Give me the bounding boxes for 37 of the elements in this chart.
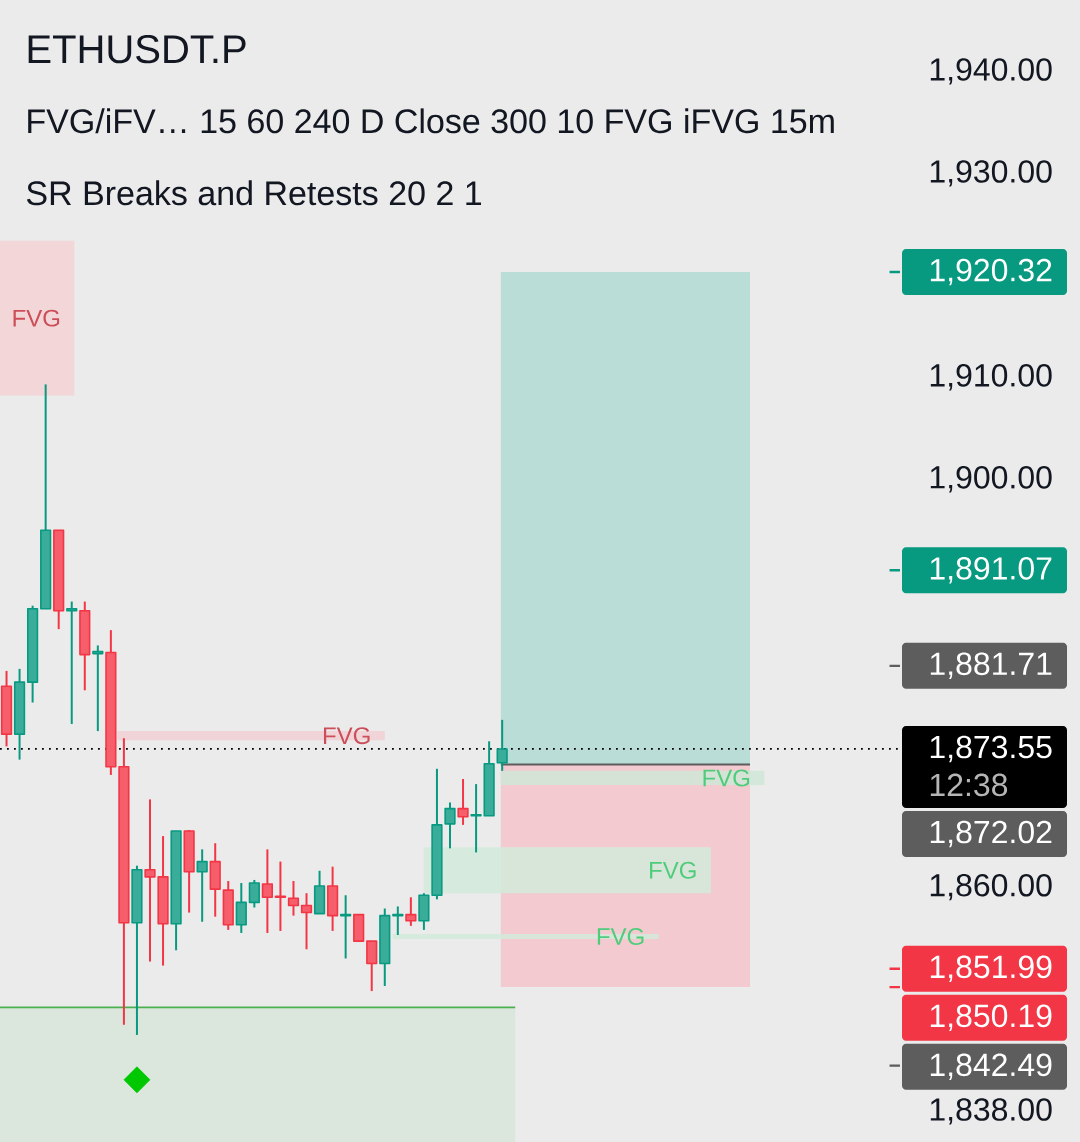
candlestick xyxy=(444,801,456,850)
candlestick xyxy=(248,878,260,909)
band-label: FVG xyxy=(650,861,696,879)
candlestick xyxy=(405,896,417,927)
candlestick xyxy=(496,718,508,772)
candlestick xyxy=(144,798,156,963)
text: 12:38 xyxy=(930,773,1008,797)
y-tick-label: 1,900.00 xyxy=(930,466,1052,493)
y-tick-label: 1,910.00 xyxy=(930,364,1052,391)
candlestick xyxy=(366,940,378,993)
ref-line-label: 1,881.71 xyxy=(930,652,1052,679)
y-tick-label: 1,940.00 xyxy=(930,58,1052,85)
ref-line-label: 1,873.55 xyxy=(930,735,1052,763)
ref-line-label: 1,851.99 xyxy=(930,955,1052,982)
band-label: FVG xyxy=(13,309,60,327)
candlestick xyxy=(287,879,300,917)
candlestick xyxy=(274,860,287,932)
candlestick xyxy=(196,848,208,923)
y-tick-label: 1,930.00 xyxy=(930,160,1052,187)
ref-line-label: 1,842.49 xyxy=(930,1053,1052,1080)
ref-line-label: 1,920.32 xyxy=(930,258,1052,286)
text: ETHUSDT.P xyxy=(28,35,246,64)
band-label: FVG xyxy=(597,928,644,946)
candlestick xyxy=(235,882,247,934)
ref-line-label: 1,850.19 xyxy=(930,1004,1052,1031)
candlestick xyxy=(457,778,469,826)
y-tick-label: 1,838.00 xyxy=(930,1098,1052,1125)
candlestick xyxy=(261,848,274,934)
y-tick-label: 1,860.00 xyxy=(930,873,1052,901)
band-label: FVG xyxy=(703,769,750,787)
ref-line-label: 1,891.07 xyxy=(930,557,1052,584)
text: FVG/iFV… 15 60 240 D Close 300 10 FVG iFVG 15m xyxy=(28,108,834,134)
band-label: FVG xyxy=(323,727,370,745)
candlestick xyxy=(66,600,78,725)
candlestick xyxy=(300,892,313,951)
text: 1,872.02 xyxy=(930,820,1052,848)
annotation: SR Breaks and Retests 20 2 1 xyxy=(26,180,482,206)
